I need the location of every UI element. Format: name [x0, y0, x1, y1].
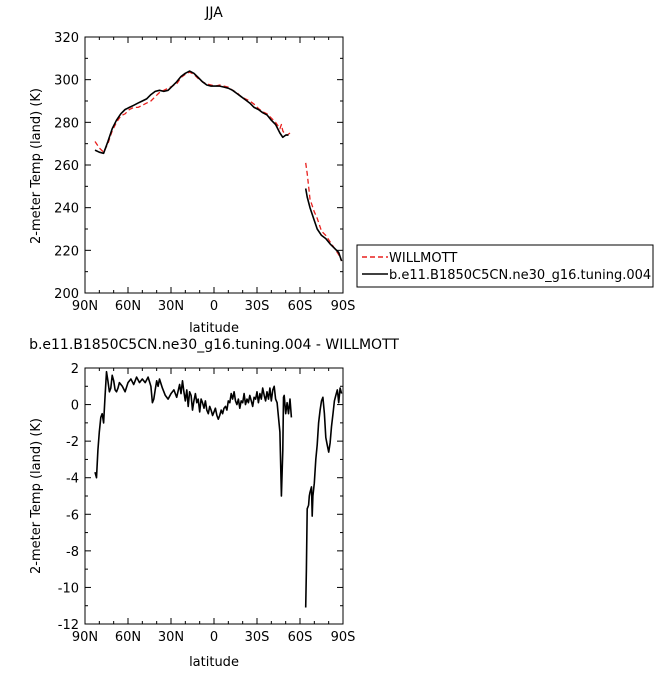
series-line-top-1-segment-0: [94, 70, 289, 155]
x-tick-label: 0: [210, 299, 218, 314]
panel-bottom-difference: b.e11.B1850C5CN.ne30_g16.tuning.004 - WI…: [29, 337, 399, 670]
y-tick-label: 0: [71, 399, 79, 414]
x-tick-label: 30N: [158, 299, 184, 314]
legend: WILLMOTT b.e11.B1850C5CN.ne30_g16.tuning…: [356, 244, 654, 288]
legend-box: [356, 244, 654, 288]
y-tick-label: 200: [54, 287, 79, 302]
x-tick-label: 90S: [331, 630, 356, 645]
axis-ticks-top: 90N 60N 30N 0 30S 60S 90S 200 220 240 260 280 300 320: [54, 31, 355, 314]
x-tick-label: 60N: [115, 630, 141, 645]
y-tick-label: -6: [66, 508, 79, 523]
x-tick-label: 90N: [72, 630, 98, 645]
series-line-top-0-segment-1: [305, 162, 343, 262]
y-tick-label: 220: [54, 244, 79, 259]
y-tick-label: -4: [66, 472, 79, 487]
y-tick-label: 320: [54, 31, 79, 46]
y-tick-label: 240: [54, 202, 79, 217]
plot-lines-bottom: [94, 370, 343, 608]
y-tick-label: 2: [71, 362, 79, 377]
plot-frame-top: [84, 36, 344, 294]
x-tick-label: 90N: [72, 299, 98, 314]
x-axis-label-top: latitude: [189, 321, 239, 336]
chart-title-top: JJA: [204, 5, 223, 21]
y-axis-label-bottom: 2-meter Temp (land) (K): [29, 418, 44, 574]
x-tick-label: 60N: [115, 299, 141, 314]
panel-top-temperature: JJA latitude 2-meter Temp (land) (K) 90N…: [29, 5, 355, 336]
x-tick-label: 90S: [331, 299, 356, 314]
series-line-bottom-0-segment-1: [304, 387, 343, 608]
y-axis-label-top: 2-meter Temp (land) (K): [29, 88, 44, 244]
x-tick-label: 30S: [245, 630, 270, 645]
y-tick-label: 280: [54, 116, 79, 131]
x-tick-label: 60S: [288, 630, 313, 645]
y-tick-label: -8: [66, 545, 79, 560]
y-tick-label: 300: [54, 74, 79, 89]
series-line-top-1-segment-1: [304, 188, 343, 262]
x-tick-label: 60S: [288, 299, 313, 314]
plot-lines-top: [94, 70, 343, 262]
x-axis-label-bottom: latitude: [189, 655, 239, 670]
y-tick-label: -2: [66, 435, 79, 450]
y-tick-label: 260: [54, 159, 79, 174]
x-tick-label: 30S: [245, 299, 270, 314]
series-line-bottom-0-segment-0: [94, 370, 293, 497]
y-tick-label: -12: [58, 618, 79, 633]
y-tick-label: -10: [58, 581, 79, 596]
legend-label-model: b.e11.B1850C5CN.ne30_g16.tuning.004: [389, 268, 651, 283]
x-tick-label: 0: [210, 630, 218, 645]
legend-label-willmott: WILLMOTT: [389, 251, 457, 266]
plot-frame-bottom: [84, 367, 344, 625]
x-tick-label: 30N: [158, 630, 184, 645]
chart-title-bottom: b.e11.B1850C5CN.ne30_g16.tuning.004 - WI…: [29, 337, 399, 353]
